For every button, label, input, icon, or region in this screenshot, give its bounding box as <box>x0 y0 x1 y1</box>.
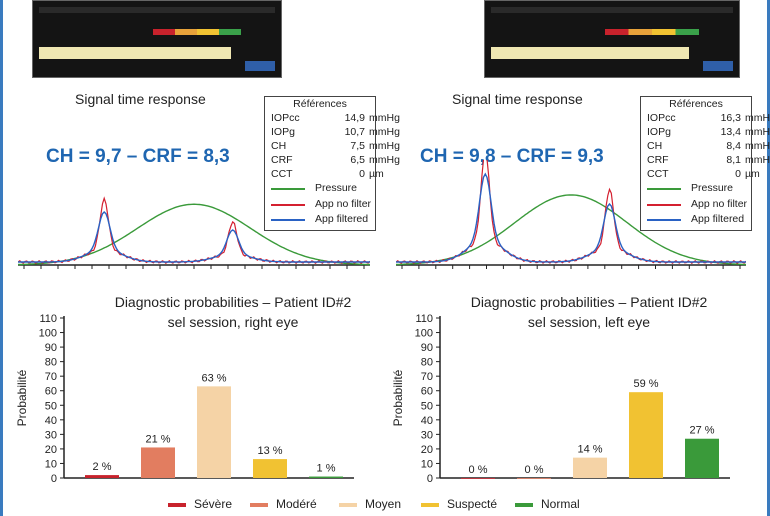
legend-normal: Normal <box>515 497 580 511</box>
y-axis-label: Probabilité <box>391 369 405 426</box>
y-tick-label: 60 <box>421 386 433 398</box>
y-tick-label: 50 <box>421 400 433 412</box>
y-tick-label: 50 <box>45 400 57 412</box>
bar <box>461 478 495 479</box>
y-tick-label: 90 <box>45 342 57 354</box>
bar-value-label: 2 % <box>93 461 112 473</box>
signal-plot-left-eye <box>396 160 746 269</box>
app-filtered-trace <box>396 172 746 263</box>
references-box-left: Références IOPcc 14,9 mmHg IOPg 10,7 mmHg CH… <box>264 96 400 231</box>
bar-value-label: 13 % <box>257 445 282 457</box>
legend-app-no-filter: App no filter <box>691 198 748 210</box>
bar <box>685 438 719 478</box>
ref-row-cct: CCT 0 µm <box>647 168 760 180</box>
legend-moderate: Modéré <box>250 497 317 511</box>
bar-value-label: 21 % <box>145 433 170 445</box>
y-axis-label: Probabilité <box>15 369 29 426</box>
y-tick-label: 40 <box>45 415 57 427</box>
bar-title-right-eye: Diagnostic probabilities – Patient ID#2 <box>114 294 352 310</box>
y-tick-label: 70 <box>421 371 433 383</box>
bar-value-label: 63 % <box>201 372 226 384</box>
bar-chart-left-eye: 0 10 20 30 40 50 60 70 80 90 100 110 Probabilité 0 % 0… <box>391 313 730 485</box>
ch-crf-headline-right: CH = 9,8 – CRF = 9,3 <box>420 146 604 167</box>
ref-row-cct: CCT 0 µm <box>271 168 384 180</box>
legend-app-filtered-line <box>647 219 681 221</box>
legend-app-filtered: App filtered <box>315 213 369 225</box>
bar <box>85 475 119 478</box>
y-tick-label: 90 <box>421 342 433 354</box>
y-tick-label: 110 <box>39 313 57 325</box>
y-tick-label: 30 <box>421 429 433 441</box>
y-tick-label: 10 <box>45 458 57 470</box>
legend-app-no-filter: App no filter <box>315 198 372 210</box>
legend-pressure: Pressure <box>691 182 734 194</box>
signal-plot-right-eye <box>18 196 370 269</box>
y-tick-label: 0 <box>427 473 433 485</box>
pressure-trace <box>396 194 746 266</box>
bar <box>629 392 663 478</box>
ref-row-ch: CH 7,5 mmHg <box>271 140 400 152</box>
legend-pressure-line <box>271 188 305 190</box>
y-tick-label: 20 <box>45 444 57 456</box>
y-tick-label: 60 <box>45 386 57 398</box>
legend-app-no-filter-line <box>271 204 305 206</box>
bar-subtitle-right-eye: sel session, right eye <box>167 314 299 330</box>
bar-value-label: 59 % <box>633 378 658 390</box>
y-tick-label: 10 <box>421 458 433 470</box>
y-tick-label: 20 <box>421 444 433 456</box>
legend-app-filtered-line <box>271 219 305 221</box>
references-header: Références <box>293 98 347 110</box>
ref-row-iopcc: IOPcc 14,9 mmHg <box>271 112 400 124</box>
references-header: Références <box>669 98 723 110</box>
ref-row-crf: CRF 6,5 mmHg <box>271 154 400 166</box>
page-border-right <box>767 0 770 516</box>
ref-row-iopg: IOPg 10,7 mmHg <box>271 126 400 138</box>
y-tick-label: 110 <box>415 313 433 325</box>
y-tick-label: 100 <box>415 328 433 340</box>
bar <box>309 476 343 478</box>
legend-pressure: Pressure <box>315 182 358 194</box>
bar-value-label: 0 % <box>469 464 488 476</box>
legend-suspect: Suspecté <box>421 497 497 511</box>
y-tick-label: 80 <box>421 357 433 369</box>
bar-title-left-eye: Diagnostic probabilities – Patient ID#2 <box>470 294 708 310</box>
app-no-filter-trace <box>18 196 370 264</box>
bar-subtitle-left-eye: sel session, left eye <box>527 314 651 330</box>
bar-value-label: 27 % <box>689 425 714 437</box>
page-border-left <box>0 0 3 516</box>
legend-severe: Sévère <box>168 497 232 511</box>
signal-title-left: Signal time response <box>75 91 206 107</box>
ch-crf-headline-left: CH = 9,7 – CRF = 8,3 <box>46 146 230 167</box>
bar <box>141 447 175 478</box>
bar <box>253 459 287 478</box>
ref-row-ch: CH8,4mmHg <box>647 140 770 152</box>
bar-value-label: 1 % <box>317 463 336 475</box>
bar <box>573 457 607 478</box>
report-thumbnail-right-eye <box>32 0 282 78</box>
y-tick-label: 80 <box>45 357 57 369</box>
legend-app-filtered: App filtered <box>691 213 745 225</box>
bar <box>197 386 231 478</box>
legend-pressure-line <box>647 188 681 190</box>
app-no-filter-trace <box>396 160 746 264</box>
y-tick-label: 40 <box>421 415 433 427</box>
bar-value-label: 0 % <box>525 464 544 476</box>
y-tick-label: 100 <box>39 328 57 340</box>
bar-value-label: 14 % <box>577 444 602 456</box>
bar-chart-right-eye: 0 10 20 30 40 50 60 70 80 90 100 110 Probabilité 2 % 2… <box>15 313 354 485</box>
pressure-trace <box>18 203 370 266</box>
signal-title-right: Signal time response <box>452 91 583 107</box>
report-thumbnail-left-eye <box>484 0 740 78</box>
y-tick-label: 30 <box>45 429 57 441</box>
app-filtered-trace <box>18 210 370 263</box>
legend-mild: Moyen <box>339 497 401 511</box>
bar <box>517 478 551 479</box>
legend-app-no-filter-line <box>647 204 681 206</box>
y-tick-label: 70 <box>45 371 57 383</box>
y-tick-label: 0 <box>51 473 57 485</box>
